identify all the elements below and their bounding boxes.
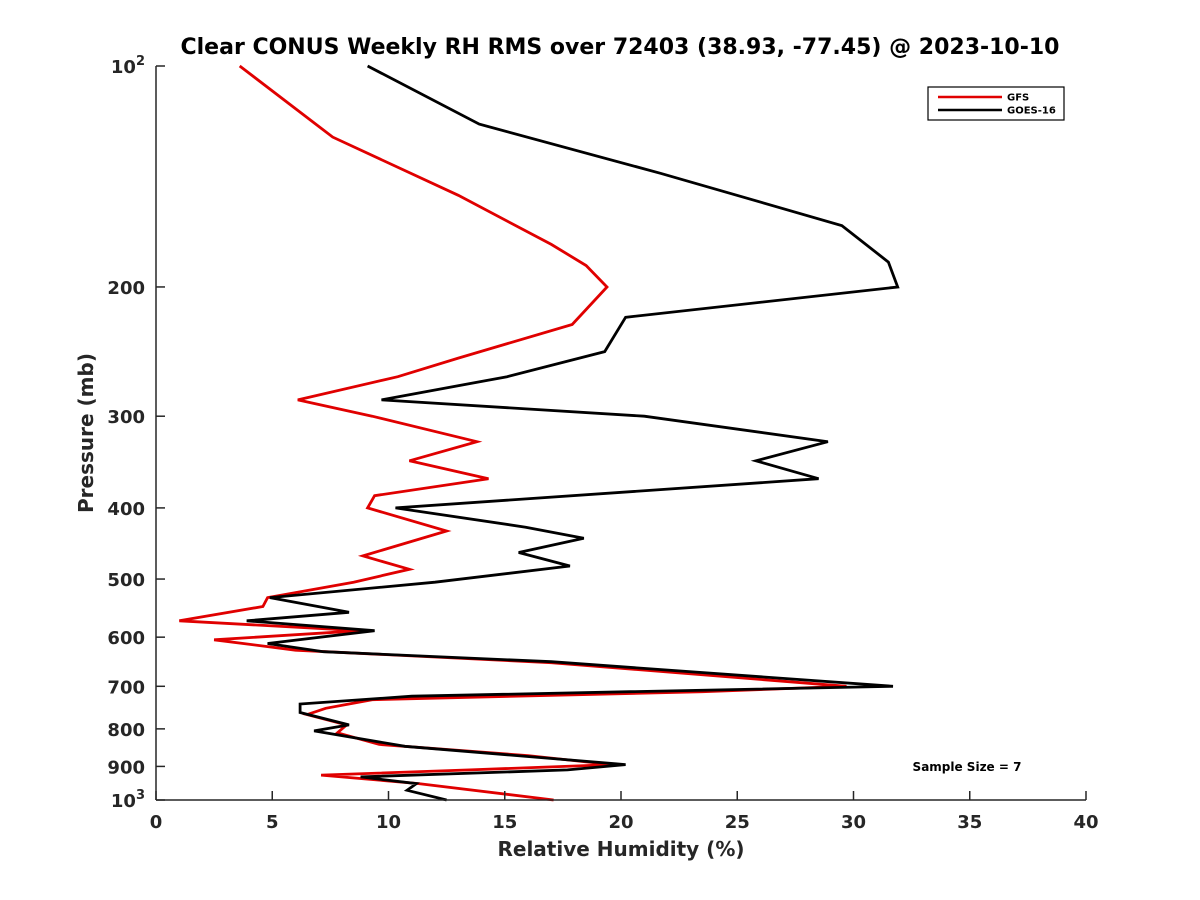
x-tick-label: 15 [492, 812, 517, 833]
y-tick-label: 900 [107, 757, 145, 778]
x-tick-label: 25 [725, 812, 750, 833]
y-tick-label: 103 [111, 788, 145, 812]
x-tick-label: 5 [266, 812, 279, 833]
y-tick-label: 200 [107, 278, 145, 299]
sample-size-annotation: Sample Size = 7 [913, 760, 1022, 774]
y-axis-label: Pressure (mb) [74, 353, 98, 513]
x-tick-label: 40 [1073, 812, 1098, 833]
axes-frame [155, 66, 1086, 801]
plot-series-layer [179, 64, 900, 802]
y-tick-label: 600 [107, 628, 145, 649]
y-tick-label: 700 [107, 677, 145, 698]
series-line-goes-16 [246, 64, 900, 802]
x-axis-label: Relative Humidity (%) [497, 837, 744, 861]
y-tick-label: 102 [111, 54, 145, 78]
legend-label-gfs: GFS [1007, 93, 1029, 104]
y-tick-label: 400 [107, 499, 145, 520]
x-tick-label: 35 [957, 812, 982, 833]
x-tick-label: 20 [608, 812, 633, 833]
legend: GFS GOES-16 [927, 86, 1065, 121]
y-tick-label: 500 [107, 570, 145, 591]
y-tick-label: 300 [107, 407, 145, 428]
x-axis-ticks: 0 5 10 15 20 25 30 35 40 [150, 791, 1099, 833]
y-axis-ticks: 102 200 300 400 500 600 700 800 900 103 [107, 54, 165, 812]
legend-label-goes16: GOES-16 [1007, 106, 1056, 117]
chart-title: Clear CONUS Weekly RH RMS over 72403 (38… [181, 35, 1060, 60]
x-tick-label: 10 [376, 812, 401, 833]
x-tick-label: 30 [841, 812, 866, 833]
legend-box [927, 86, 1065, 121]
x-tick-label: 0 [150, 812, 163, 833]
y-tick-label: 800 [107, 720, 145, 741]
